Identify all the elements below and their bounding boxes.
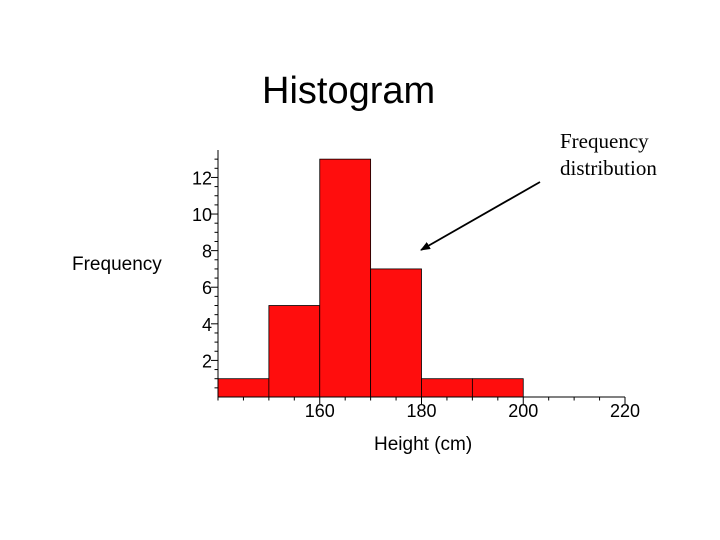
y-tick-label: 8 bbox=[202, 242, 212, 262]
chart-title: Histogram bbox=[262, 70, 436, 112]
histogram-bar-4 bbox=[421, 378, 473, 398]
histogram-bar-0 bbox=[217, 378, 270, 398]
bars-group bbox=[217, 158, 524, 398]
x-tick-label: 180 bbox=[406, 401, 436, 421]
annotation-arrow bbox=[420, 181, 541, 251]
histogram-bar-3 bbox=[370, 268, 422, 398]
histogram-bar-5 bbox=[471, 378, 524, 398]
x-axis-label: Height (cm) bbox=[374, 434, 473, 455]
y-tick-label: 4 bbox=[202, 315, 212, 335]
histogram-bar-1 bbox=[268, 305, 321, 398]
x-tick-label: 220 bbox=[610, 401, 640, 421]
y-tick-label: 6 bbox=[202, 278, 212, 298]
histogram-bar-2 bbox=[319, 158, 372, 398]
y-axis-label: Frequency bbox=[72, 254, 162, 275]
axes-group: 160 180 200 220 2 4 6 8 10 12 bbox=[192, 150, 640, 421]
y-tick-label: 10 bbox=[192, 205, 212, 225]
y-tick-label: 2 bbox=[202, 351, 212, 371]
x-tick-label: 200 bbox=[508, 401, 538, 421]
x-tick-label: 160 bbox=[305, 401, 335, 421]
annotation-label: Frequency distribution bbox=[560, 129, 657, 180]
y-tick-label: 12 bbox=[192, 168, 212, 188]
